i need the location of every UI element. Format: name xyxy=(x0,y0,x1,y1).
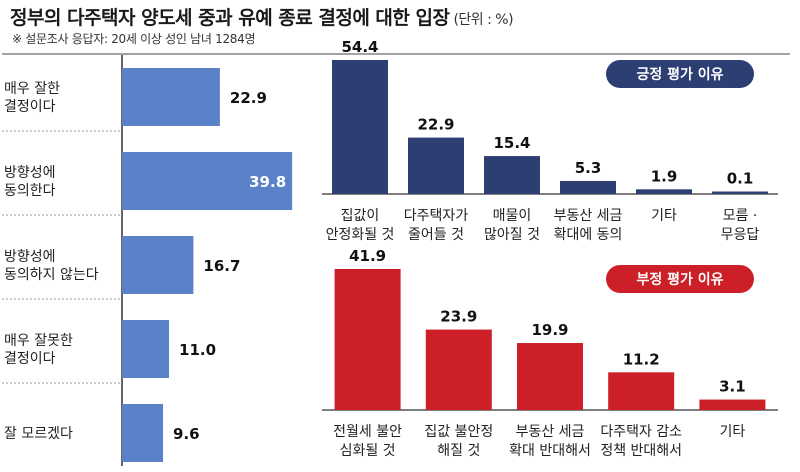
negative-bar xyxy=(608,372,675,410)
survey-note: ※ 설문조사 응답자: 20세 이상 성인 남녀 1284명 xyxy=(12,32,256,46)
negative-value-label: 41.9 xyxy=(349,247,386,265)
negative-value-label: 23.9 xyxy=(440,308,477,326)
positive-category-label: 부동산 세금 확대에 동의 xyxy=(554,208,623,243)
left-bar xyxy=(122,68,220,126)
page-title: 정부의 다주택자 양도세 중과 유예 종료 결정에 대한 입장 (단위 : %) xyxy=(10,7,514,29)
positive-reason-badge-label: 긍정 평가 이유 xyxy=(636,66,723,83)
unit-label: (단위 : %) xyxy=(453,12,514,28)
negative-category-label: 전월세 불안 심화될 것 xyxy=(333,424,402,459)
positive-category-label: 매물이 많아질 것 xyxy=(484,208,540,243)
positive-category-label: 집값이 안정화될 것 xyxy=(326,208,395,243)
left-category-label: 잘 모르겠다 xyxy=(4,426,73,442)
left-bar xyxy=(122,152,293,210)
left-bar xyxy=(122,236,194,294)
left-bar xyxy=(122,404,164,462)
negative-value-label: 3.1 xyxy=(719,378,746,396)
negative-category-label: 기타 xyxy=(720,424,746,440)
negative-reason-badge-label: 부정 평가 이유 xyxy=(636,271,723,288)
left-value-label: 22.9 xyxy=(230,89,267,107)
left-value-label: 9.6 xyxy=(173,425,200,443)
positive-category-label: 모름 · 무응답 xyxy=(721,208,760,243)
positive-category-label: 기타 xyxy=(651,208,677,224)
left-category-label: 매우 잘못한 결정이다 xyxy=(4,333,73,367)
negative-bar xyxy=(425,329,492,410)
negative-reason-badge xyxy=(606,265,754,293)
left-value-label: 39.8 xyxy=(249,173,286,191)
positive-bar xyxy=(332,60,388,194)
negative-category-label: 집값 불안정 해질 것 xyxy=(424,424,493,459)
negative-bar xyxy=(699,399,766,410)
left-bar xyxy=(122,320,170,378)
positive-reason-badge xyxy=(606,60,754,88)
positive-value-label: 1.9 xyxy=(651,167,678,185)
positive-value-label: 54.4 xyxy=(341,38,378,56)
positive-value-label: 15.4 xyxy=(493,134,530,152)
negative-category-label: 다주택자 감소 정책 반대해서 xyxy=(600,424,682,459)
left-category-label: 방향성에 동의하지 않는다 xyxy=(4,249,99,283)
negative-value-label: 19.9 xyxy=(531,321,568,339)
negative-value-label: 11.2 xyxy=(623,350,660,368)
positive-value-label: 5.3 xyxy=(575,159,602,177)
positive-value-label: 22.9 xyxy=(417,116,454,134)
left-category-label: 방향성에 동의한다 xyxy=(4,165,56,199)
positive-value-label: 0.1 xyxy=(727,170,754,188)
positive-category-label: 다주택자가 줄어들 것 xyxy=(404,208,469,243)
negative-bar xyxy=(517,343,583,410)
positive-bar xyxy=(636,189,692,194)
left-value-label: 11.0 xyxy=(179,341,216,359)
left-category-label: 매우 잘한 결정이다 xyxy=(4,81,60,115)
negative-bar xyxy=(334,269,401,410)
left-value-label: 16.7 xyxy=(203,257,240,275)
positive-bar xyxy=(712,191,768,194)
positive-bar xyxy=(484,156,540,194)
positive-bar xyxy=(408,137,464,194)
negative-category-label: 부동산 세금 확대 반대해서 xyxy=(509,424,591,459)
positive-bar xyxy=(560,180,616,194)
